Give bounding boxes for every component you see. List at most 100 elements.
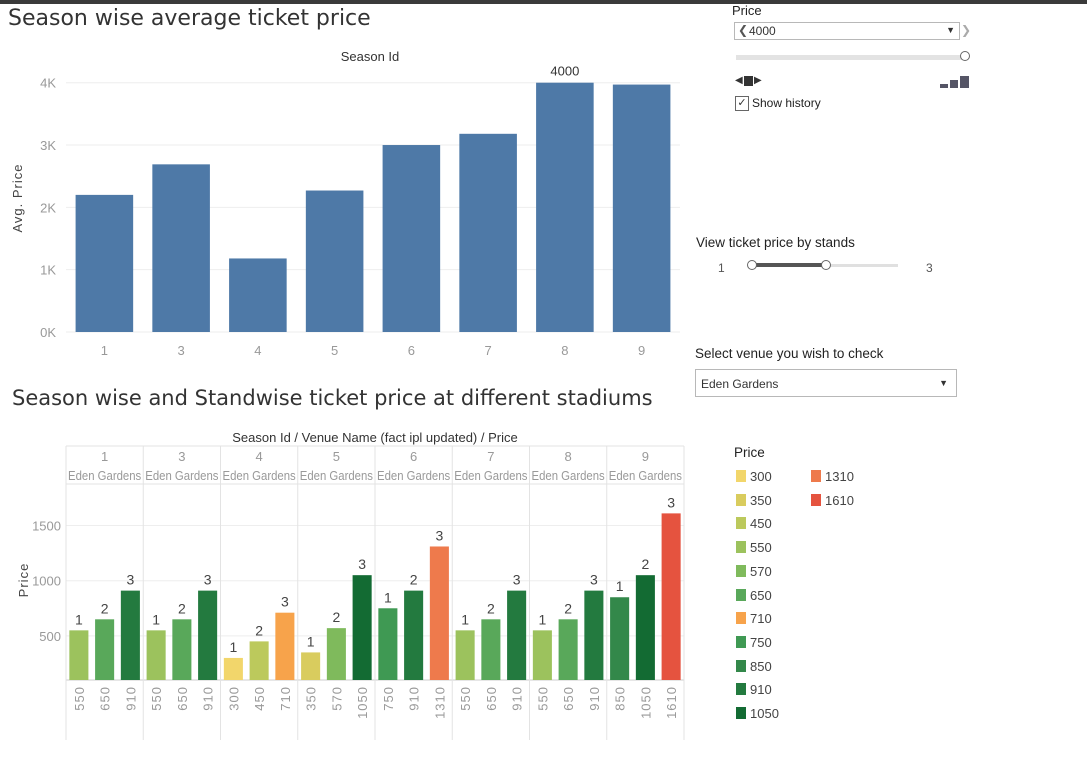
legend-swatch [736,707,746,719]
chart1-bar [459,133,517,332]
legend-item[interactable]: 350 [736,493,772,508]
chart2-price-tick: 910 [201,686,216,711]
chart2-price-tick: 650 [561,686,576,711]
chart2-venue-header: Eden Gardens [377,468,451,483]
legend-label: 850 [750,658,772,674]
window-top-border [0,0,1087,4]
price-slider-handle[interactable] [960,51,970,61]
legend-swatch [736,564,746,577]
venue-filter-dropdown[interactable]: Eden Gardens ▼ [695,369,957,397]
chart2-season-header: 1 [101,449,108,464]
chart2-venue-header: Eden Gardens [454,468,528,483]
chart2-season-header: 3 [178,449,185,464]
chart1-ytick: 3K [40,138,56,153]
chart2-price-tick: 1610 [664,686,679,719]
stands-slider-min-handle[interactable] [747,260,757,270]
speed-bars-icon[interactable] [940,75,970,89]
chart2-venue-header: Eden Gardens [68,468,142,483]
chart2-stand-label: 1 [307,633,315,649]
legend-item[interactable]: 450 [736,516,772,531]
chart1-bar [75,194,134,332]
chart1-ytick: 1K [40,263,56,278]
chart1-xtick: 1 [101,343,108,358]
chart2-price-tick: 550 [149,686,164,711]
chart2-bar [455,630,475,680]
chevron-right-icon[interactable]: ❯ [961,23,972,37]
legend-label: 1050 [750,706,779,721]
stands-filter-max: 3 [926,261,933,275]
chart1-bar [229,258,287,332]
legend-item[interactable]: 1310 [811,469,854,484]
legend-swatch [736,635,746,648]
price-filter-label: Price [732,3,762,18]
show-history-checkbox[interactable]: ✓ [735,96,749,111]
chart2-header: Season Id / Venue Name (fact ipl updated… [232,430,517,445]
chart2-bar [249,641,269,680]
chart2-title: Season wise and Standwise ticket price a… [12,386,653,410]
legend-label: 1310 [825,469,854,484]
chart2-price-tick: 550 [535,686,550,711]
chart2-stand-label: 3 [281,594,289,610]
chart2-season-header: 6 [410,449,417,464]
chart2-bar [532,630,552,680]
legend-label: 570 [750,563,772,579]
chart2-stand-label: 3 [667,494,675,510]
chart2-stand-label: 3 [204,572,212,588]
chart2-price-tick: 750 [381,686,396,711]
legend-item[interactable]: 910 [736,682,772,697]
step-forward-icon[interactable]: ▶ [754,75,762,86]
playback-controls[interactable]: ◀ ▶ [735,75,765,87]
chart1-xlabel: Season Id [341,49,400,64]
play-icon[interactable] [744,76,753,86]
chevron-down-icon[interactable]: ▼ [946,25,955,35]
chart2-bar [610,597,630,680]
legend-item[interactable]: 570 [736,564,772,579]
price-slider-track[interactable] [736,55,962,60]
legend-label: 650 [750,587,772,603]
chart2-price-tick: 710 [278,686,293,711]
chart2-stand-label: 1 [384,589,392,605]
chart2-stand-label: 3 [126,572,134,588]
chart2-venue-header: Eden Gardens [300,468,374,483]
chart2-ytick: 1000 [32,574,61,589]
chart2-season-header: 8 [565,449,572,464]
chart2-stand-label: 1 [152,611,160,627]
chart2-price-tick: 550 [458,686,473,711]
legend-swatch [736,612,746,625]
legend-item[interactable]: 1050 [736,706,779,721]
stands-slider-max-handle[interactable] [821,260,831,270]
chevron-left-icon[interactable]: ❮ [738,23,749,37]
legend-item[interactable]: 750 [736,635,772,650]
chart2-venue-header: Eden Gardens [223,468,297,483]
legend-item[interactable]: 710 [736,611,772,626]
price-filter-dropdown[interactable]: ❮ 4000 ▼ [734,22,960,40]
chart2-stand-label: 2 [487,600,495,616]
legend-item[interactable]: 650 [736,588,772,603]
chart2-bar [507,590,527,680]
chart2-price-tick: 300 [226,686,241,711]
legend-label: 1610 [825,492,854,508]
legend-swatch [811,470,821,482]
chart2-bar [352,575,372,680]
legend-label: 710 [750,611,772,627]
chart1-bar [305,190,364,332]
chart2-price-tick: 910 [510,686,525,711]
chart2-season-header: 9 [642,449,649,464]
chevron-down-icon[interactable]: ▼ [939,378,948,388]
chart2-bar [120,590,140,680]
legend-item[interactable]: 550 [736,540,772,555]
legend-swatch [736,659,746,672]
legend-swatch [736,683,746,696]
chart2-bar [404,590,424,680]
chart2-bar [584,590,604,680]
chart2-price-tick: 650 [175,686,190,711]
legend-swatch [811,493,821,506]
chart2-stand-label: 3 [358,556,366,572]
step-back-icon[interactable]: ◀ [735,75,743,86]
legend-label: 550 [750,540,772,556]
legend-item[interactable]: 1610 [811,493,854,508]
chart2-price-tick: 1050 [355,686,370,719]
legend-item[interactable]: 300 [736,469,772,484]
stands-slider-range[interactable] [752,263,825,267]
legend-item[interactable]: 850 [736,659,772,674]
